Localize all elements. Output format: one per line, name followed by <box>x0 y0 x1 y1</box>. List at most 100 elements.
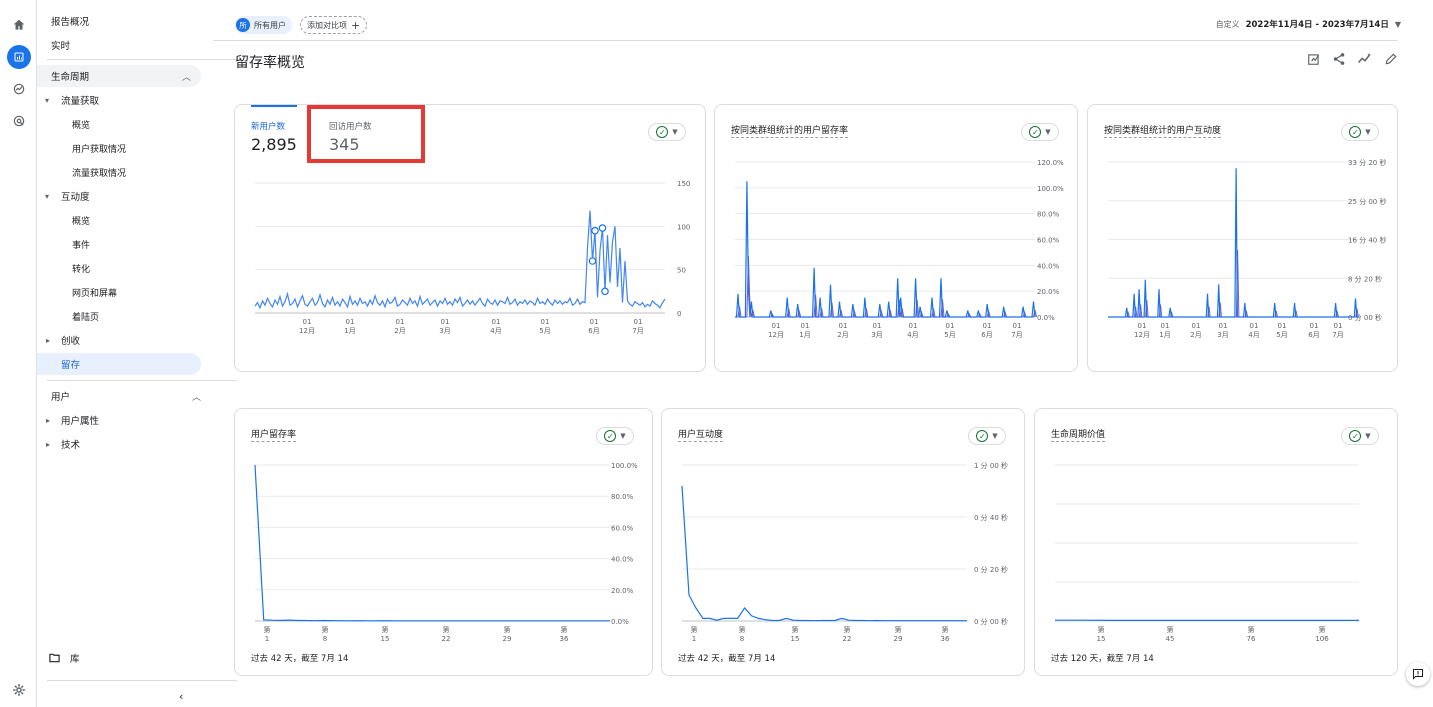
nav-pages-screens[interactable]: 网页和屏幕 <box>72 288 118 299</box>
y-tick-label: 100.0% <box>611 462 638 470</box>
x-tick-label: 29 <box>503 635 512 643</box>
explore-icon[interactable] <box>7 77 31 101</box>
card-title: 用户互动度 <box>678 427 724 442</box>
compare-toggle-button[interactable]: ✓ ▼ <box>1021 123 1059 141</box>
caret-down-icon: ▼ <box>620 432 626 440</box>
caret-right-icon: ▸ <box>46 336 51 345</box>
y-tick-label: 0.0% <box>1037 314 1055 322</box>
nav-section-user[interactable]: 用户 ︿ <box>51 385 201 407</box>
x-tick-label: 7月 <box>632 327 643 335</box>
x-tick-label: 12月 <box>299 327 315 335</box>
x-tick-label: 76 <box>1247 635 1256 643</box>
x-tick-label: 第 <box>1098 625 1105 634</box>
card-user-engagement: 用户互动度 ✓ ▼ 1 分 00 秒 0 分 40 秒 0 分 20 秒 0 分 00 … <box>661 408 1025 676</box>
x-tick-label: 01 <box>1310 322 1319 330</box>
x-tick-label: 2月 <box>394 327 405 335</box>
collapse-chevron-left-icon[interactable]: ‹ <box>179 690 184 703</box>
share-icon[interactable] <box>1332 52 1346 66</box>
x-tick-label: 01 <box>1138 322 1147 330</box>
nav-monetization[interactable]: 创收 <box>61 336 81 347</box>
footnote: 过去 42 天，截至 7月 14 <box>251 654 349 664</box>
home-icon[interactable] <box>7 13 31 37</box>
nav-section-lifecycle[interactable]: 生命周期 ︿ <box>37 65 201 87</box>
pencil-edit-icon[interactable] <box>1384 52 1398 66</box>
compare-toggle-button[interactable]: ✓ ▼ <box>1341 427 1379 445</box>
series-line <box>681 485 967 622</box>
reports-icon[interactable] <box>7 45 31 69</box>
x-tick-label: 01 <box>1250 322 1259 330</box>
check-circle-icon: ✓ <box>976 430 989 442</box>
card-title: 按同类群组统计的用户互动度 <box>1104 123 1222 138</box>
compare-toggle-button[interactable]: ✓ ▼ <box>968 427 1006 445</box>
x-tick-label: 01 <box>1013 322 1022 330</box>
x-tick-label: 4月 <box>907 331 918 339</box>
x-tick-label: 第 <box>1248 625 1255 634</box>
caret-down-icon: ▼ <box>1365 432 1371 440</box>
nav-user-acquisition[interactable]: 用户获取情况 <box>72 144 127 155</box>
nav-engagement[interactable]: 互动度 <box>61 192 90 203</box>
nav-events[interactable]: 事件 <box>72 240 91 251</box>
page-actions <box>1307 52 1398 66</box>
caret-right-icon: ▸ <box>46 416 51 425</box>
tab-new-users-value: 2,895 <box>251 135 297 154</box>
series-line <box>254 210 666 310</box>
x-tick-label: 第 <box>691 625 698 634</box>
nav-traffic-acquisition[interactable]: 流量获取情况 <box>72 168 127 179</box>
check-circle-icon: ✓ <box>1349 126 1362 138</box>
date-range-picker[interactable]: 自定义 2022年11月4日 - 2023年7月14日 ▼ <box>1215 18 1401 31</box>
tab-returning-users-label[interactable]: 回访用户数 <box>329 122 372 132</box>
nav-retention[interactable]: 留存 <box>37 353 201 375</box>
y-tick-label: 33 分 20 秒 <box>1348 158 1387 167</box>
nav-library[interactable]: 库 <box>49 647 80 669</box>
main-content: 所 所有用户 添加对比项 + 自定义 2022年11月4日 - 2023年7月1… <box>203 0 1433 707</box>
nav-divider <box>47 680 237 681</box>
check-circle-icon: ✓ <box>1029 126 1042 138</box>
x-tick-label: 22 <box>442 635 451 643</box>
x-tick-label: 5月 <box>944 331 955 339</box>
data-point-marker <box>598 224 607 232</box>
nav-tech[interactable]: 技术 <box>61 440 81 451</box>
x-tick-label: 01 <box>1161 322 1170 330</box>
x-tick-label: 4月 <box>1248 331 1259 339</box>
x-tick-label: 第 <box>1319 625 1326 634</box>
caret-right-icon: ▸ <box>46 440 51 449</box>
caret-down-icon: ▼ <box>1365 128 1371 136</box>
card-new-returning-users: 新用户数 2,895 回访用户数 345 ✓ ▼ 150 100 50 0 01 12月 01… <box>234 104 706 372</box>
y-tick-label: 0.0% <box>611 618 629 626</box>
edit-comparison-icon[interactable] <box>1307 52 1321 66</box>
y-tick-label: 60.0% <box>611 524 634 532</box>
x-tick-label: 7月 <box>1011 331 1022 339</box>
y-tick-label: 25 分 00 秒 <box>1348 197 1387 206</box>
nav-acq-overview[interactable]: 概览 <box>72 120 91 131</box>
y-tick-label: 100.0% <box>1037 185 1064 193</box>
caret-down-icon: ▼ <box>992 432 998 440</box>
nav-eng-overview[interactable]: 概览 <box>72 216 91 227</box>
compare-toggle-button[interactable]: ✓ ▼ <box>596 427 634 445</box>
nav-landing-page[interactable]: 着陆页 <box>72 312 100 323</box>
nav-report-overview[interactable]: 报告概况 <box>51 17 90 28</box>
tab-new-users-label[interactable]: 新用户数 <box>251 122 286 132</box>
add-comparison-button[interactable]: 添加对比项 + <box>300 16 368 34</box>
nav-user-attributes[interactable]: 用户属性 <box>61 416 100 427</box>
date-prefix: 自定义 <box>1215 19 1240 29</box>
compare-toggle-button[interactable]: ✓ ▼ <box>1341 123 1379 141</box>
y-tick-label: 150 <box>677 180 690 188</box>
y-tick-label: 1 分 00 秒 <box>974 461 1008 470</box>
nav-acquisition[interactable]: 流量获取 <box>61 96 100 107</box>
segment-chip[interactable]: 所 所有用户 <box>235 16 292 34</box>
feedback-button[interactable] <box>1406 662 1430 686</box>
compare-toggle-button[interactable]: ✓ ▼ <box>648 123 686 141</box>
x-tick-label: 3月 <box>871 331 882 339</box>
y-tick-label: 20.0% <box>1037 288 1060 296</box>
check-circle-icon: ✓ <box>1349 430 1362 442</box>
data-point-marker <box>601 287 609 296</box>
insights-icon[interactable] <box>1357 52 1373 66</box>
advertising-icon[interactable] <box>7 109 31 133</box>
chevron-up-icon: ︿ <box>181 72 191 83</box>
nav-conversions[interactable]: 转化 <box>72 264 91 275</box>
x-tick-label: 01 <box>634 318 643 326</box>
x-tick-label: 4月 <box>490 327 501 335</box>
settings-gear-icon[interactable] <box>7 678 31 702</box>
nav-realtime[interactable]: 实时 <box>51 41 71 52</box>
